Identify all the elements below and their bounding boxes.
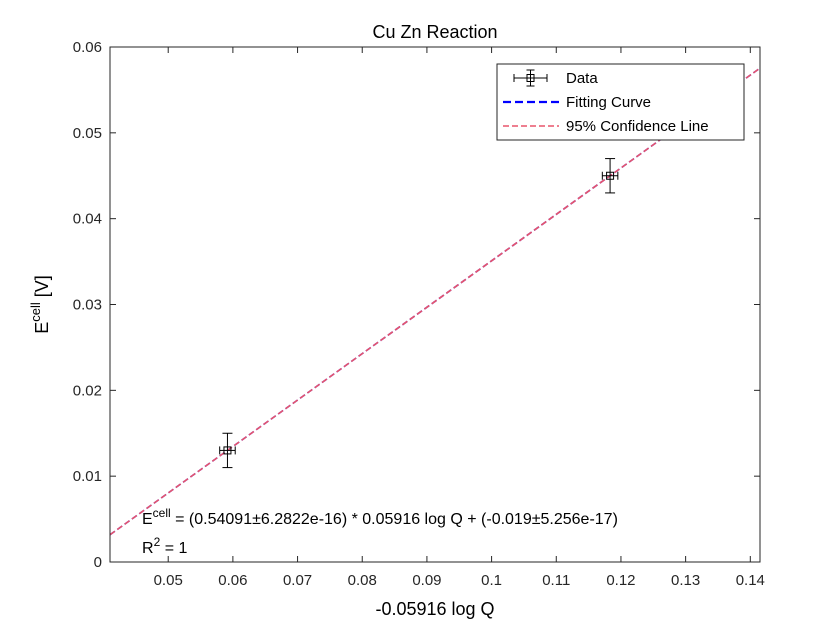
equation-rest: = (0.54091±6.2822e-16) * 0.05916 log Q +… — [171, 511, 618, 528]
equation-base: E — [142, 511, 153, 528]
legend-swatch-marker — [526, 74, 535, 82]
x-tick-label: 0.14 — [736, 572, 765, 589]
chart-title: Cu Zn Reaction — [372, 22, 497, 42]
r2-rest: = 1 — [160, 540, 187, 557]
x-tick-label: 0.11 — [542, 572, 570, 589]
x-axis-ticks: 0.05 0.06 0.07 0.08 0.09 0.1 0.11 0.12 0.13 0.14 — [154, 47, 765, 589]
fit-equation-annotation: Ecell = (0.54091±6.2822e-16) * 0.05916 l… — [142, 506, 618, 528]
x-tick-label: 0.08 — [348, 572, 377, 589]
legend: Data Fitting Curve 95% Confidence Line — [496, 63, 745, 141]
x-tick-label: 0.09 — [412, 572, 441, 589]
legend-label: Data — [566, 70, 598, 87]
r2-sup: 2 — [154, 535, 161, 549]
data-point — [219, 432, 236, 469]
y-tick-label: 0.06 — [73, 39, 102, 56]
data-marker — [606, 171, 615, 180]
y-tick-label: 0.01 — [73, 468, 102, 485]
y-axis-label-sup: cell — [28, 302, 43, 322]
legend-entries: Data Fitting Curve 95% Confidence Line — [503, 69, 709, 135]
plot-points — [219, 158, 619, 469]
x-tick-label: 0.05 — [154, 572, 183, 589]
legend-label: Fitting Curve — [566, 94, 651, 111]
y-axis-label-base: E — [32, 322, 52, 334]
y-axis-label: Ecell [V] — [28, 275, 52, 334]
y-tick-label: 0.02 — [73, 382, 102, 399]
y-tick-label: 0.05 — [73, 125, 102, 142]
y-axis-label-rest: [V] — [32, 275, 52, 302]
r-squared-annotation: R2 = 1 — [142, 535, 187, 557]
x-axis-label: -0.05916 log Q — [375, 599, 494, 619]
y-tick-label: 0 — [94, 554, 102, 571]
x-tick-label: 0.06 — [218, 572, 247, 589]
legend-entry: Fitting Curve — [503, 94, 651, 111]
x-tick-label: 0.12 — [606, 572, 635, 589]
equation-sup: cell — [153, 506, 171, 520]
x-tick-label: 0.1 — [481, 572, 502, 589]
x-tick-label: 0.07 — [283, 572, 312, 589]
legend-entry: 95% Confidence Line — [503, 118, 709, 135]
y-tick-label: 0.03 — [73, 297, 102, 314]
y-tick-label: 0.04 — [73, 211, 102, 228]
y-axis-ticks: 0 0.01 0.02 0.03 0.04 0.05 0.06 — [73, 39, 760, 571]
x-tick-label: 0.13 — [671, 572, 700, 589]
data-marker — [223, 446, 232, 455]
r2-base: R — [142, 540, 154, 557]
legend-entry: Data — [513, 69, 598, 87]
legend-label: 95% Confidence Line — [566, 118, 709, 135]
data-point — [601, 158, 619, 194]
legend-box — [496, 63, 745, 141]
